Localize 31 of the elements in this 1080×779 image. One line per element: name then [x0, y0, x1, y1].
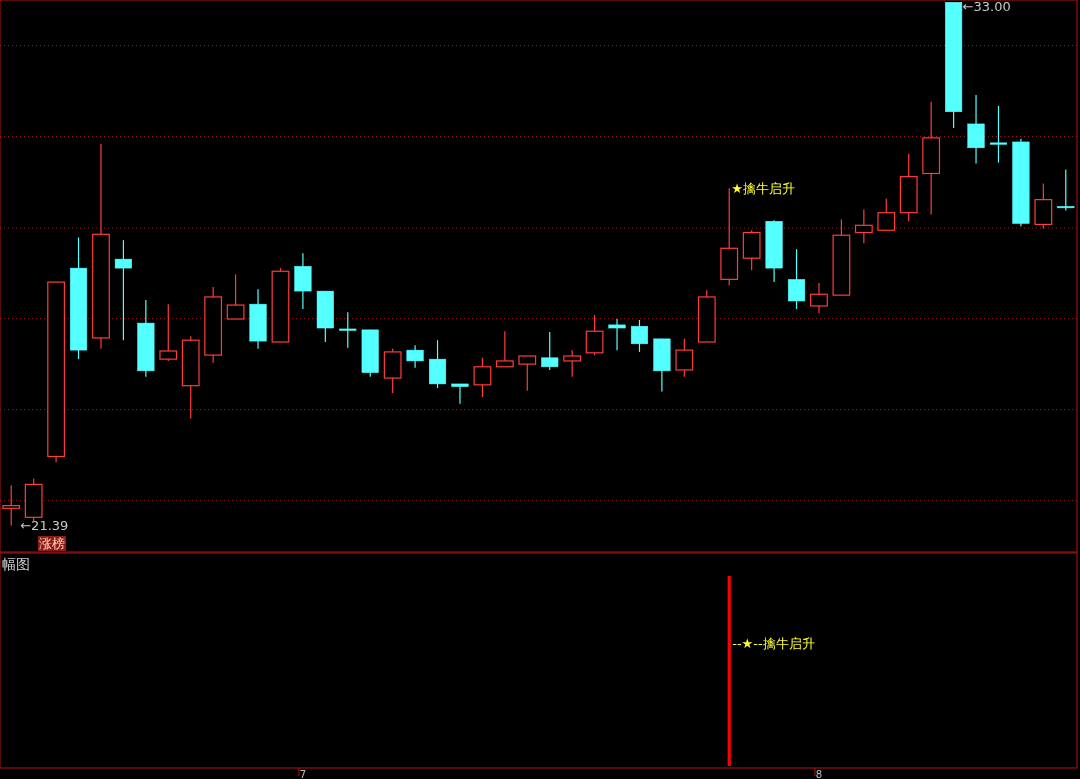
candlestick — [877, 198, 896, 231]
candlestick — [989, 105, 1008, 164]
candlestick — [608, 318, 626, 351]
candlestick — [159, 303, 178, 362]
candlestick — [473, 357, 492, 398]
candlestick — [2, 484, 21, 527]
candlestick — [339, 311, 357, 349]
candlestick — [810, 282, 828, 314]
candlestick — [967, 94, 985, 165]
x-tick-label: 8 — [815, 769, 823, 779]
candlestick — [114, 239, 132, 341]
candlestick — [451, 383, 469, 405]
candlestick — [630, 319, 649, 353]
candlestick — [541, 331, 559, 371]
annotation: 涨榜 — [39, 536, 65, 551]
annotation: ★擒牛启升 — [731, 181, 795, 197]
candlestick — [787, 248, 806, 310]
x-tick-label: 7 — [299, 769, 307, 779]
annotation: ←33.00 — [962, 0, 1011, 14]
annotation: ←21.39 — [20, 518, 69, 534]
candlestick — [675, 338, 694, 378]
candlestick — [563, 349, 582, 378]
candlestick — [518, 355, 537, 392]
chart-title: 幅图 — [2, 556, 30, 572]
candlestick — [585, 314, 604, 356]
candlestick — [495, 330, 514, 368]
candlestick — [1057, 168, 1075, 212]
candlestick — [406, 344, 424, 369]
candlestick — [854, 208, 873, 244]
candlestick — [226, 273, 245, 320]
annotation: --★--擒牛启升 — [732, 635, 815, 651]
